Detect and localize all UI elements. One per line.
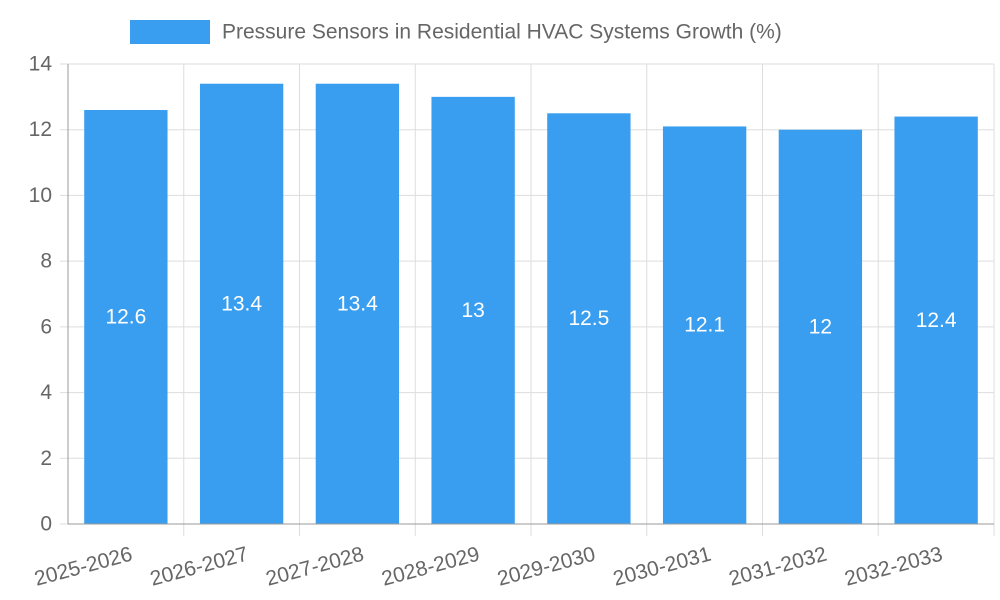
y-tick-label: 14 (29, 53, 53, 76)
x-tick-label: 2031-2032 (726, 543, 829, 591)
legend[interactable]: Pressure Sensors in Residential HVAC Sys… (130, 20, 782, 44)
y-tick-label: 0 (40, 513, 52, 536)
legend-label[interactable]: Pressure Sensors in Residential HVAC Sys… (222, 21, 782, 44)
bar-2027-2028[interactable] (315, 83, 400, 524)
bar-value-label: 13 (461, 299, 484, 322)
bar-value-label: 13.4 (221, 292, 262, 315)
bar-2025-2026[interactable] (84, 110, 168, 524)
y-tick-label: 8 (40, 250, 52, 273)
y-tick-label: 10 (29, 184, 52, 207)
bars: 12.6 13.4 13.4 13 12.5 12.1 12 12.4 (84, 83, 978, 525)
bar-2029-2030[interactable] (547, 113, 631, 525)
bar-value-label: 12.4 (916, 309, 957, 332)
y-tick-label: 4 (40, 381, 52, 404)
bar-2031-2032[interactable] (778, 129, 863, 524)
x-tick-label: 2026-2027 (148, 543, 251, 591)
bar-value-label: 13.4 (337, 292, 378, 315)
bar-2026-2027[interactable] (199, 83, 284, 524)
bar-value-label: 12.1 (684, 314, 725, 337)
y-tick-label: 6 (40, 315, 52, 338)
bar-value-label: 12.6 (105, 306, 146, 329)
x-tick-label: 2029-2030 (495, 543, 598, 591)
bar-2028-2029[interactable] (431, 96, 515, 524)
x-tick-label: 2027-2028 (263, 543, 366, 591)
bar-value-label: 12.5 (568, 307, 609, 330)
x-tick-label: 2032-2033 (842, 543, 945, 591)
y-tick-label: 2 (40, 447, 52, 470)
bar-2030-2031[interactable] (662, 126, 747, 524)
x-tick-label: 2030-2031 (611, 543, 714, 591)
bar-value-label: 12 (809, 315, 832, 338)
bar-2032-2033[interactable] (894, 116, 978, 525)
x-tick-label: 2025-2026 (32, 543, 135, 591)
x-tick-label: 2028-2029 (379, 543, 482, 591)
y-tick-label: 12 (29, 118, 52, 141)
legend-swatch[interactable] (130, 20, 210, 44)
